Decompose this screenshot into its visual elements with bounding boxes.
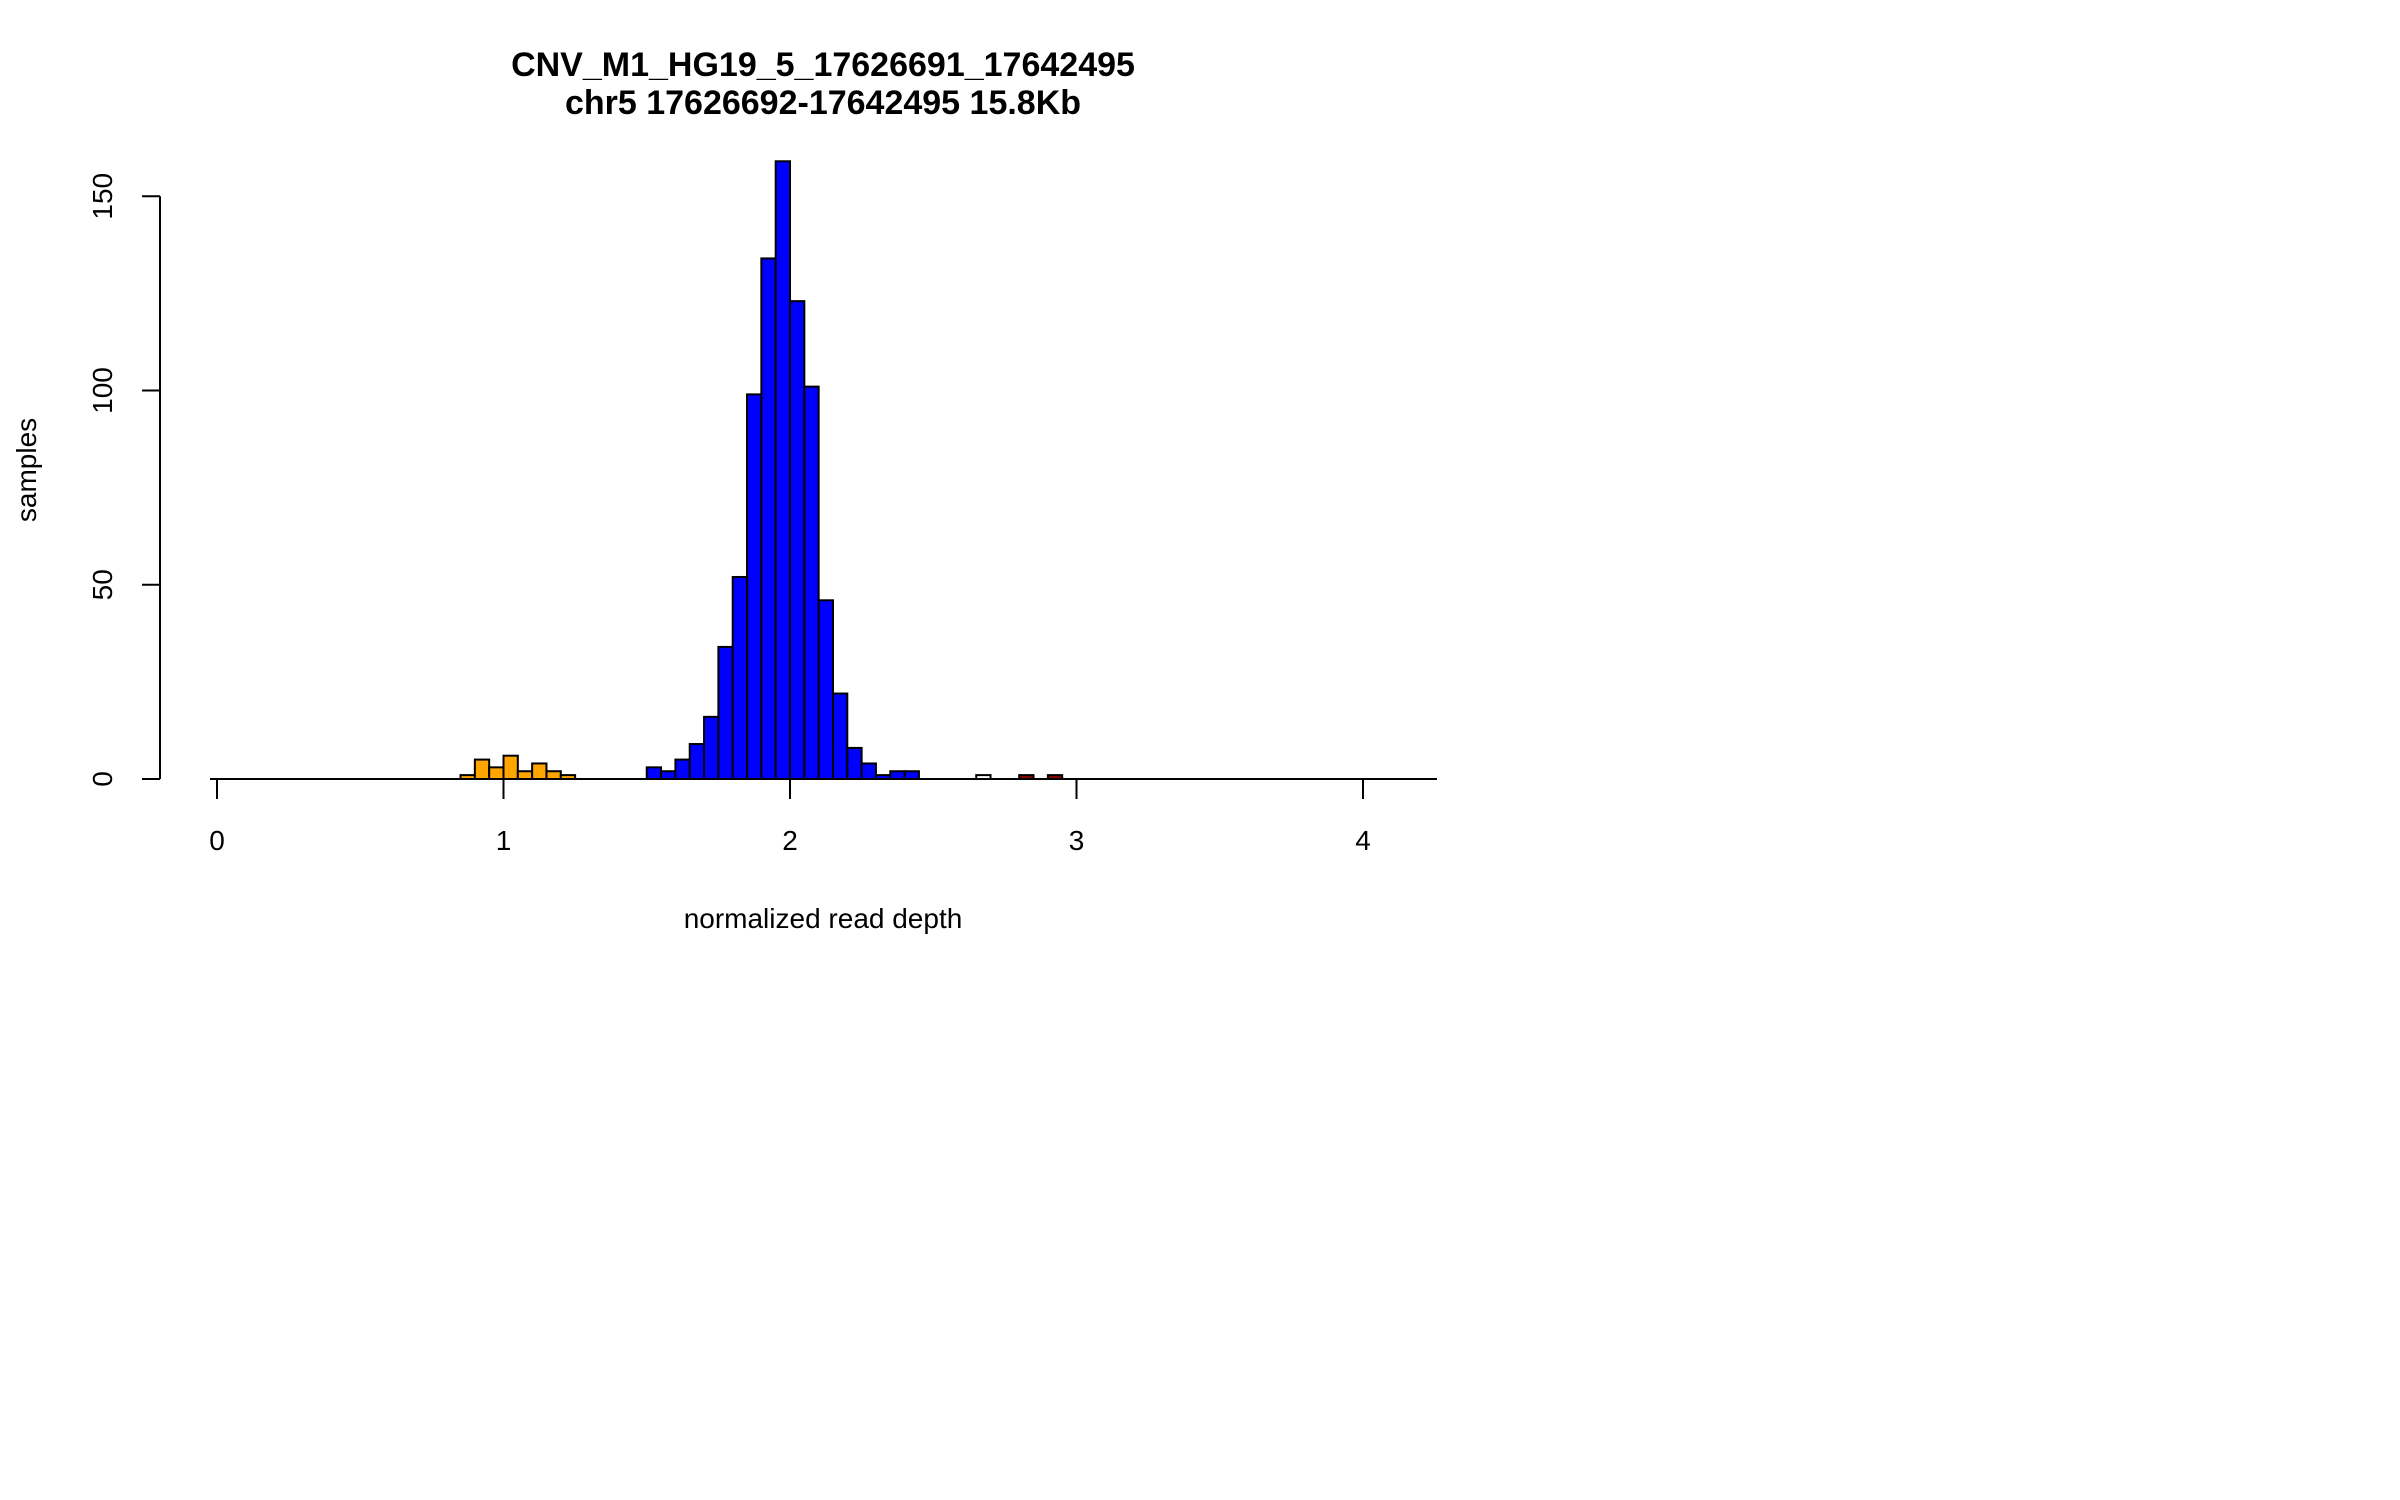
histogram-bar	[473, 758, 491, 781]
y-tick-label: 150	[87, 173, 118, 220]
histogram-bar	[703, 715, 720, 781]
histogram-bar	[803, 385, 820, 780]
histogram-bar	[731, 575, 749, 780]
histogram-bar	[516, 770, 534, 780]
y-tick-label: 50	[87, 569, 118, 600]
histogram-bar	[817, 599, 834, 780]
histogram-bar	[903, 770, 920, 780]
x-tick-label: 3	[1069, 825, 1085, 856]
histogram-bar	[860, 762, 877, 781]
histogram-bar	[889, 770, 906, 780]
histogram-bar	[760, 257, 777, 781]
y-tick-label: 100	[87, 367, 118, 414]
histogram-bar	[502, 754, 519, 781]
x-tick-label: 0	[209, 825, 225, 856]
x-tick-label: 2	[782, 825, 798, 856]
histogram-bar	[746, 393, 763, 780]
histogram-bar	[545, 770, 562, 780]
histogram-bar	[674, 758, 691, 781]
x-axis: 0 1 2 3 4	[209, 779, 1371, 856]
histogram-bar	[645, 766, 663, 780]
histogram-bar	[789, 300, 806, 780]
histogram-bar	[831, 692, 849, 781]
y-axis-label: samples	[11, 418, 42, 522]
x-axis-label: normalized read depth	[684, 903, 963, 934]
y-axis: 0 50 100 150	[87, 173, 161, 787]
histogram-bar	[688, 743, 706, 780]
histogram-bar	[660, 770, 677, 780]
histogram-bar	[488, 766, 505, 780]
y-tick-label: 0	[87, 771, 118, 787]
histogram-chart: CNV_M1_HG19_5_17626691_17642495 chr5 176…	[11, 46, 1437, 934]
x-tick-label: 1	[496, 825, 512, 856]
chart-subtitle: chr5 17626692-17642495 15.8Kb	[565, 84, 1081, 122]
histogram-bar	[717, 645, 734, 780]
histogram-bar	[531, 762, 548, 781]
histogram-bars	[459, 160, 1064, 781]
histogram-bar	[774, 160, 791, 781]
x-tick-label: 4	[1355, 825, 1371, 856]
histogram-bar	[846, 746, 863, 780]
chart-title: CNV_M1_HG19_5_17626691_17642495	[511, 46, 1135, 84]
